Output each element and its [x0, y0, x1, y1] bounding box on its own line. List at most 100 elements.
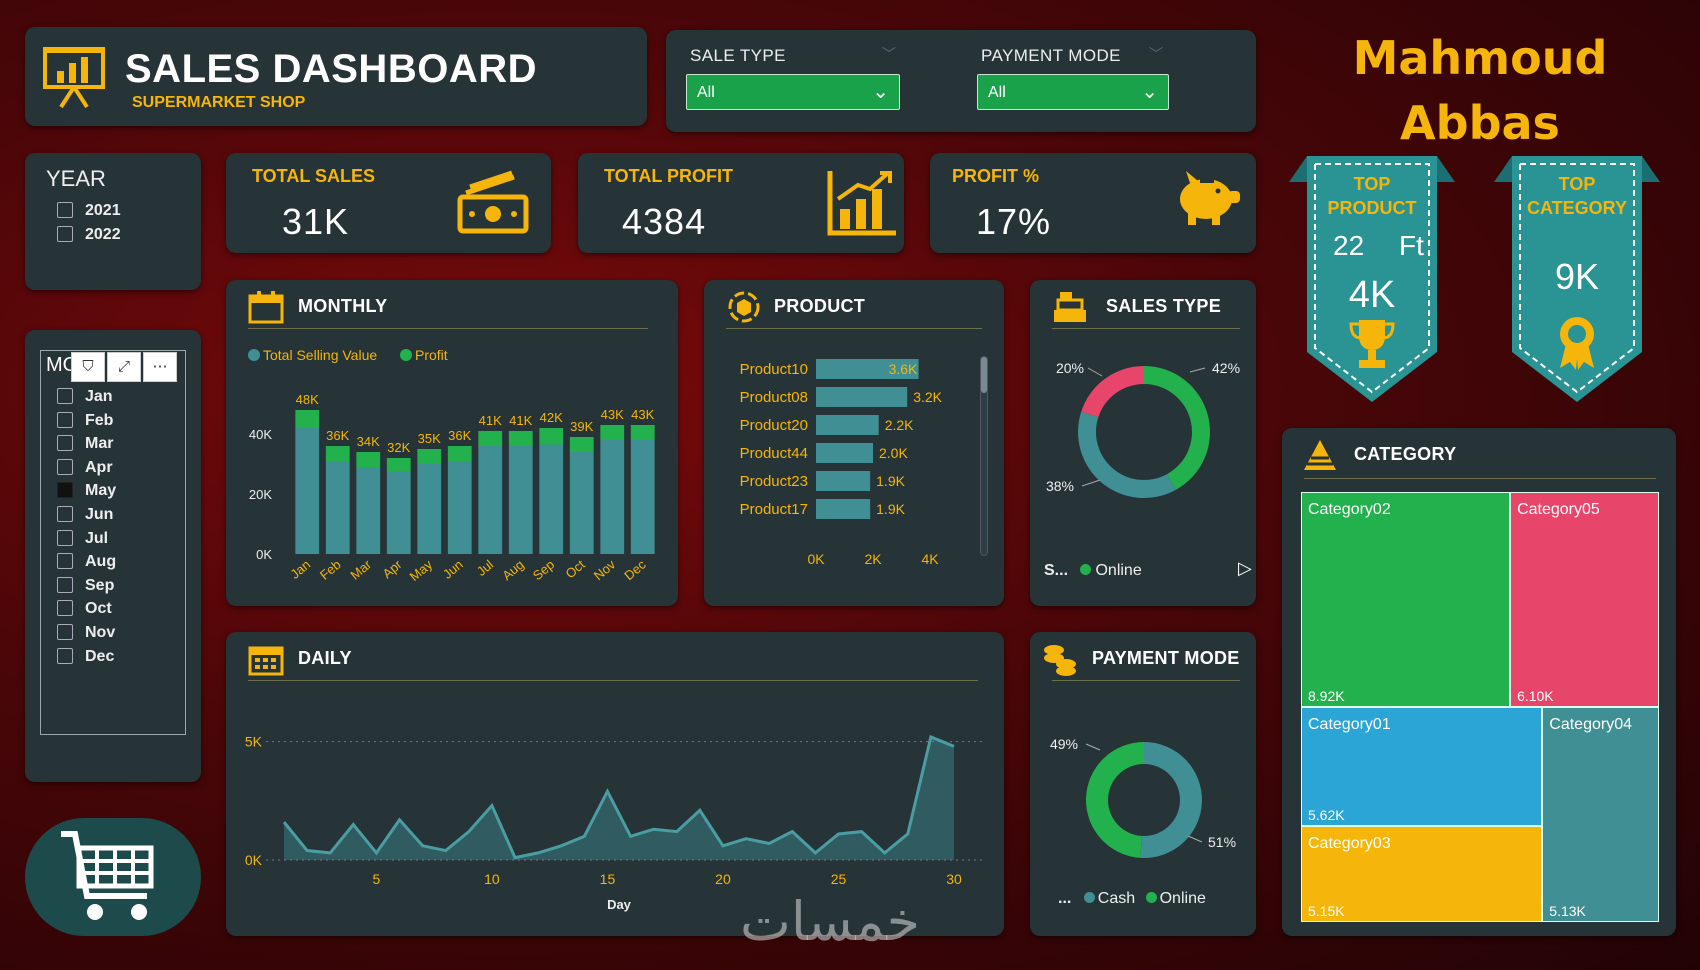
- month-option[interactable]: Oct: [57, 600, 112, 618]
- data-label: 38%: [1046, 478, 1074, 494]
- checkbox[interactable]: [57, 435, 73, 452]
- month-option[interactable]: May: [57, 482, 116, 500]
- more-options-icon[interactable]: ⋯: [143, 352, 177, 382]
- bar-profit: [417, 449, 442, 464]
- legend-swatch: [1083, 892, 1095, 903]
- scrollbar-thumb[interactable]: [981, 357, 987, 393]
- chevron-down-icon[interactable]: ﹀: [882, 46, 896, 62]
- bar-profit: [325, 446, 350, 461]
- checkbox[interactable]: [57, 647, 73, 664]
- x-tick-label: 25: [831, 871, 847, 887]
- x-tick-label: Aug: [499, 557, 526, 583]
- payment-mode-select[interactable]: All ⌄: [977, 74, 1169, 110]
- x-tick-label: Jul: [474, 557, 496, 579]
- year-slicer-title: YEAR: [46, 166, 106, 191]
- y-tick-label: 20K: [249, 487, 272, 502]
- treemap-tile[interactable]: Category03 5.15K: [1301, 825, 1543, 922]
- donut-slice: [1144, 366, 1210, 490]
- divider: [726, 328, 982, 329]
- focus-mode-icon[interactable]: ⤢: [107, 352, 141, 382]
- treemap-tile[interactable]: Category01 5.62K: [1301, 707, 1543, 826]
- bar-profit: [569, 437, 594, 452]
- x-tick-label: Apr: [380, 556, 406, 581]
- divider: [248, 328, 648, 329]
- chevron-right-icon[interactable]: ▷: [1238, 558, 1252, 578]
- x-tick-label: Dec: [621, 556, 649, 583]
- top-product-badge: TOP PRODUCT 22 Ft 4K: [1287, 152, 1457, 402]
- treemap-tile[interactable]: Category04 5.13K: [1542, 707, 1659, 922]
- month-option[interactable]: Dec: [57, 647, 114, 666]
- x-tick-label: Jun: [440, 557, 466, 582]
- month-option[interactable]: Jul: [57, 529, 108, 548]
- visual-toolbar: ⛉ ⤢ ⋯: [71, 352, 177, 382]
- month-option[interactable]: Jun: [57, 506, 113, 524]
- x-tick-label: 2K: [864, 551, 882, 567]
- panel-title: PRODUCT: [774, 296, 866, 316]
- chevron-down-icon[interactable]: ﹀: [1149, 46, 1163, 62]
- month-option[interactable]: Nov: [57, 624, 115, 642]
- data-label: 51%: [1208, 834, 1236, 850]
- x-tick-label: 15: [600, 871, 616, 887]
- sale-type-select[interactable]: All ⌄: [686, 74, 900, 110]
- monthly-bar-chart: Total Selling Value Profit 0K 20K 40K 48K Jan 3…: [248, 347, 655, 584]
- month-option[interactable]: Apr: [57, 458, 113, 477]
- scrollbar[interactable]: [980, 356, 988, 556]
- month-option[interactable]: Feb: [57, 411, 113, 430]
- x-tick-label: 0K: [807, 551, 825, 567]
- leader-line: [1085, 743, 1101, 751]
- checkbox[interactable]: [57, 482, 73, 499]
- x-tick-label: 5: [373, 871, 381, 887]
- product-bar: [816, 471, 871, 491]
- presentation-chart-icon: [43, 47, 105, 109]
- year-option[interactable]: 2022: [57, 226, 121, 244]
- year-option[interactable]: 2021: [57, 202, 121, 220]
- filter-icon[interactable]: ⛉: [71, 352, 105, 382]
- top-category-value: 9K: [1554, 256, 1600, 297]
- month-option-label: Aug: [85, 553, 117, 571]
- dashboard-subtitle: SUPERMARKET SHOP: [132, 94, 306, 111]
- slicer-selection-frame: [40, 350, 186, 735]
- bar-profit: [630, 425, 655, 440]
- x-tick-label: Nov: [591, 556, 619, 583]
- data-label: 48K: [296, 392, 319, 407]
- treemap-tile[interactable]: Category02 8.92K: [1301, 492, 1511, 707]
- product-bar: [816, 415, 879, 435]
- checkbox[interactable]: [57, 458, 73, 475]
- trophy-icon: [1349, 320, 1395, 368]
- month-option[interactable]: Mar: [57, 435, 113, 453]
- checkbox[interactable]: [57, 411, 73, 428]
- bar-total-selling: [478, 446, 503, 554]
- month-option[interactable]: Sep: [57, 576, 114, 595]
- data-label: 20%: [1056, 360, 1084, 376]
- x-tick-label: Jan: [287, 557, 313, 582]
- checkbox[interactable]: [57, 576, 73, 593]
- checkbox[interactable]: [57, 506, 73, 522]
- sale-type-label: SALE TYPE: [690, 46, 786, 65]
- checkbox[interactable]: [57, 529, 73, 546]
- divider: [248, 680, 978, 681]
- cart-badge: [25, 818, 201, 936]
- data-label: 43K: [601, 407, 624, 422]
- data-label: 42K: [540, 410, 563, 425]
- checkbox[interactable]: [57, 202, 73, 218]
- leader-line: [1081, 479, 1101, 487]
- checkbox[interactable]: [57, 553, 73, 570]
- category-label: Product23: [740, 473, 808, 490]
- x-tick-label: 30: [946, 871, 962, 887]
- product-bar: [816, 359, 919, 379]
- month-option[interactable]: Jan: [57, 388, 113, 406]
- month-option[interactable]: Aug: [57, 553, 116, 571]
- checkbox[interactable]: [57, 624, 73, 640]
- checkbox[interactable]: [57, 226, 73, 242]
- treemap-tile[interactable]: Category05 6.10K: [1510, 492, 1659, 707]
- category-label: Product08: [740, 389, 808, 406]
- data-label: 36K: [326, 428, 349, 443]
- kpi-label: TOTAL PROFIT: [604, 166, 733, 186]
- kpi-profit-percent: PROFIT % 17%: [930, 153, 1256, 253]
- data-label: 2.0K: [879, 445, 908, 461]
- data-label: 3.2K: [913, 389, 942, 405]
- chart-legend: Total Selling Value Profit: [248, 347, 448, 363]
- checkbox[interactable]: [57, 600, 73, 617]
- x-tick-label: 20: [715, 871, 731, 887]
- checkbox[interactable]: [57, 388, 73, 404]
